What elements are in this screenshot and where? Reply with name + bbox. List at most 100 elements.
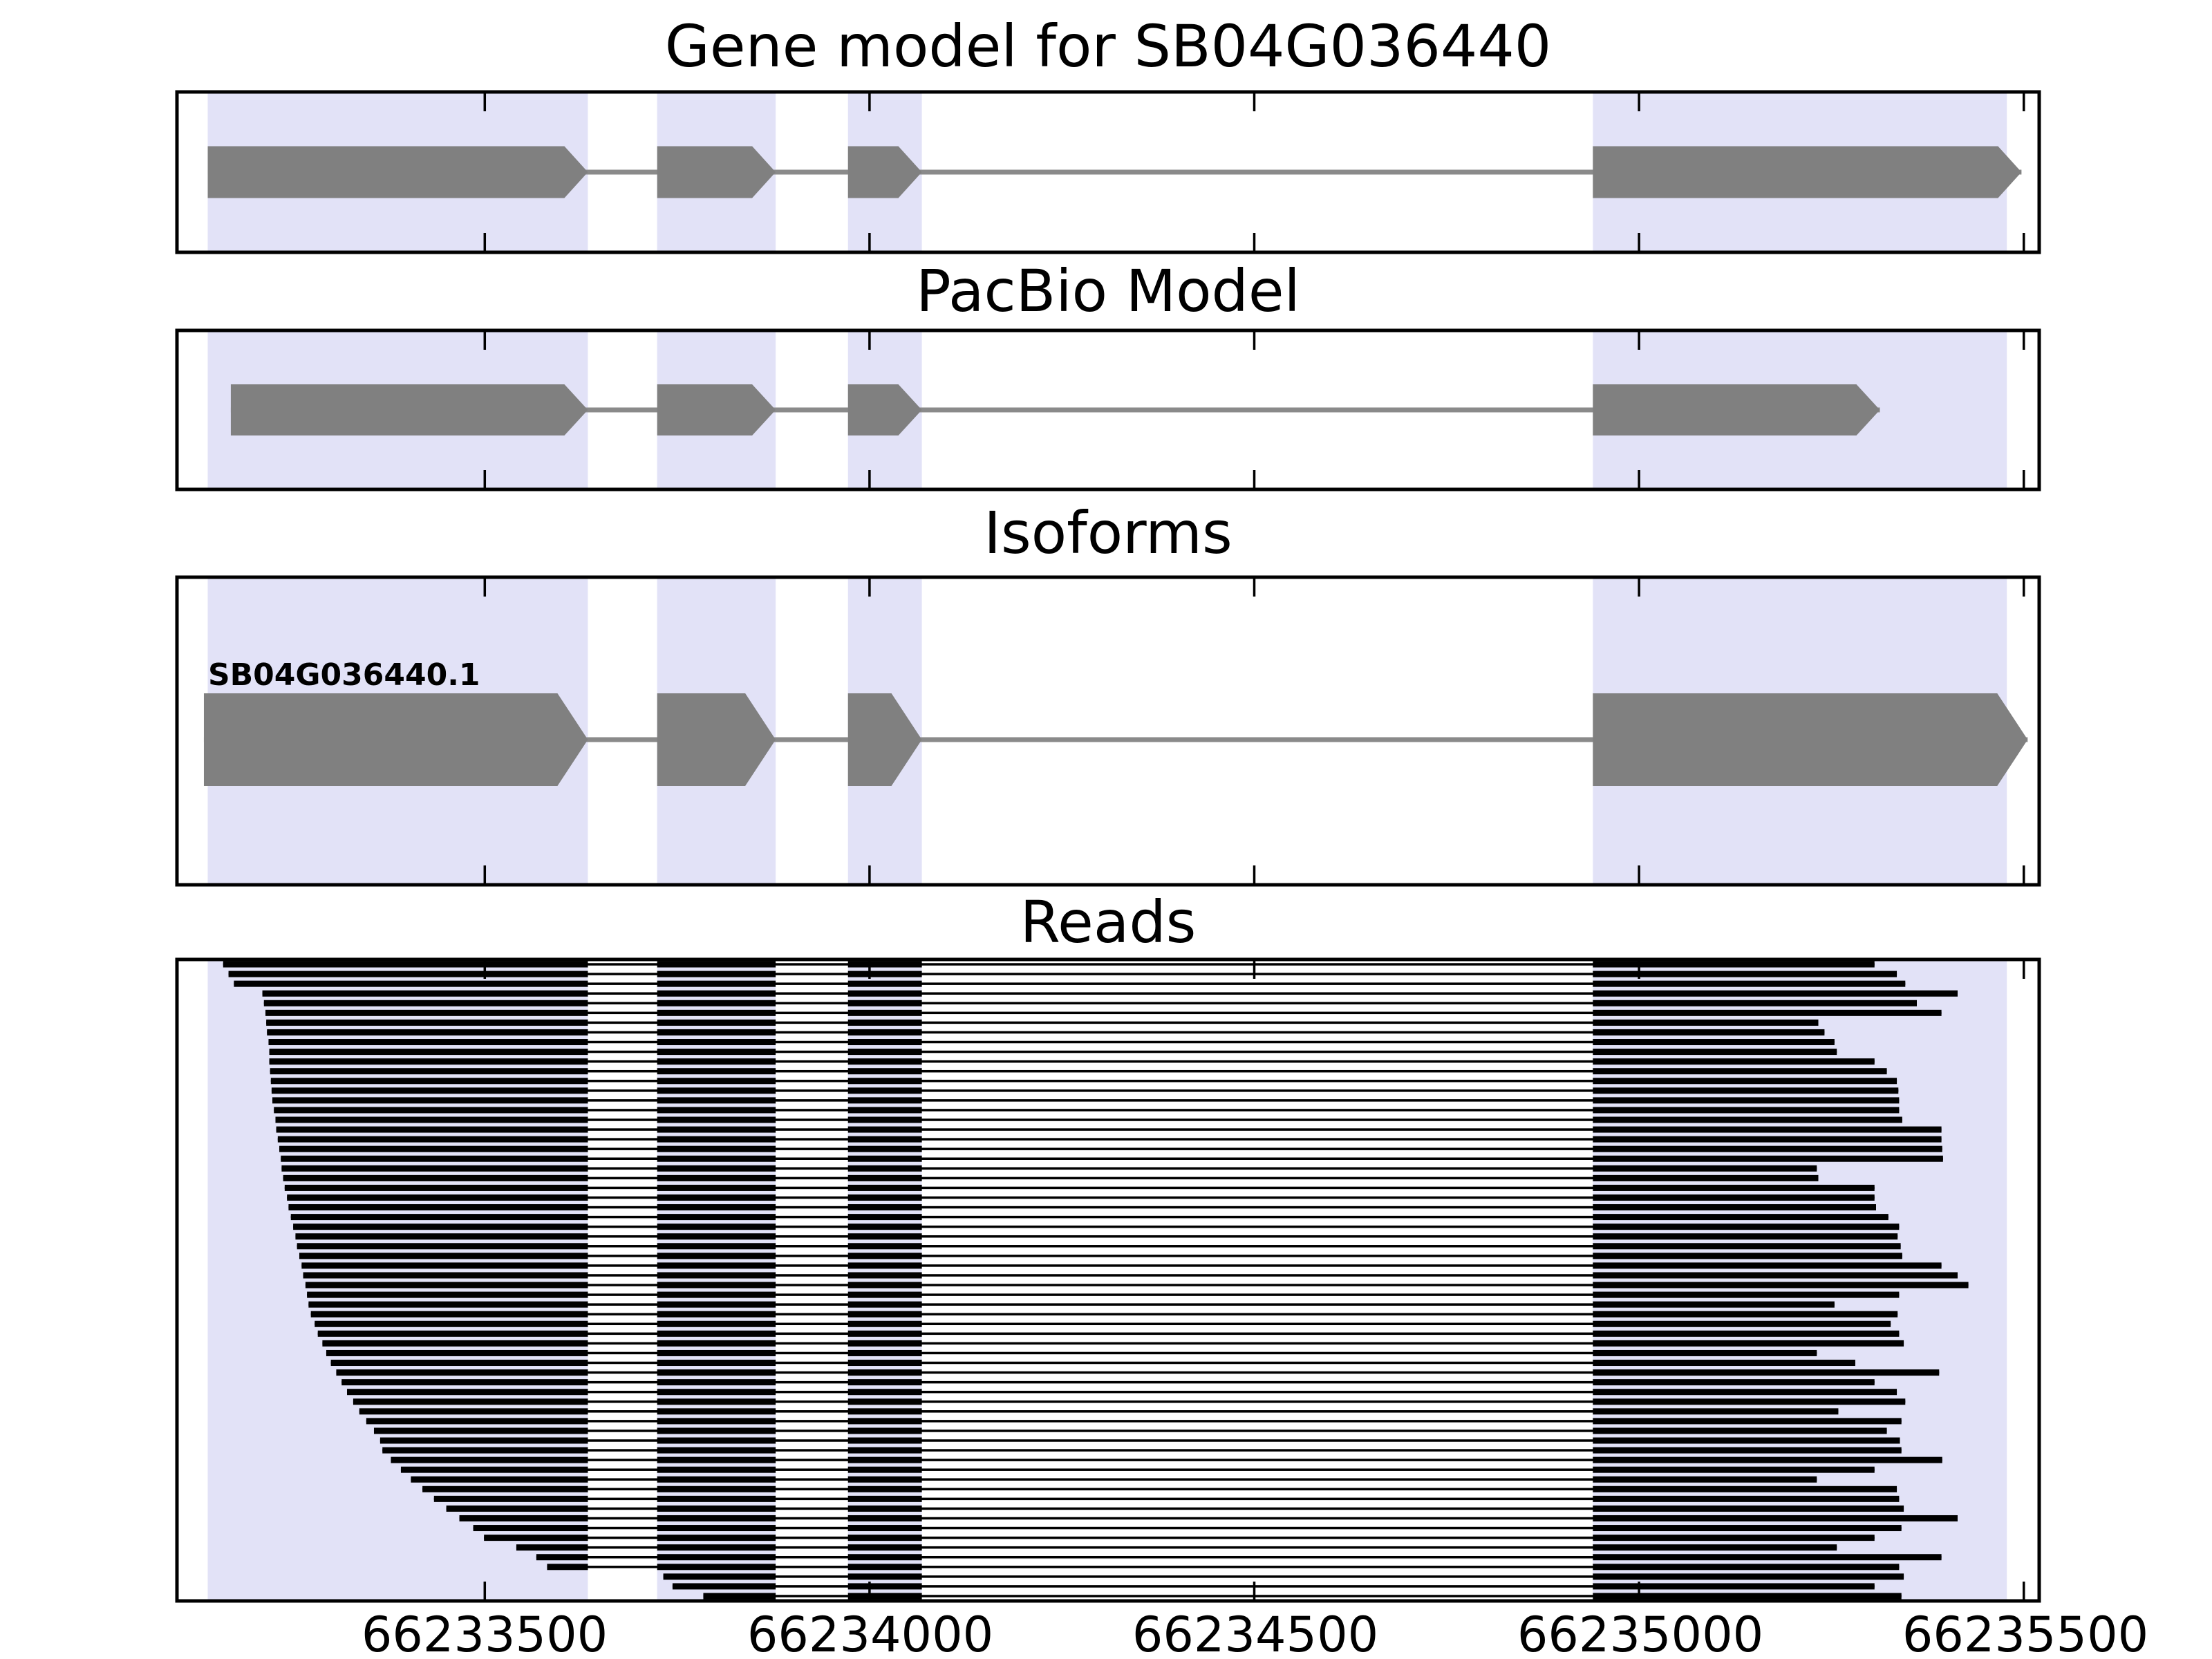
read-exon-segment [847, 1330, 922, 1337]
read-exon-segment [373, 1427, 588, 1434]
read-intron-line [301, 1264, 1942, 1267]
read-exon-segment [847, 1466, 922, 1473]
read-intron-line [473, 1526, 1902, 1530]
read-exon-segment [657, 1476, 776, 1483]
panel-title-isoforms: Isoforms [984, 499, 1232, 567]
exon [1593, 146, 2022, 198]
read-exon-segment [657, 1485, 776, 1492]
panel-gene-model [175, 90, 2041, 254]
read-exon-segment [382, 1447, 588, 1454]
read-exon-segment [657, 990, 776, 997]
read-exon-segment [657, 1009, 776, 1016]
read-exon-segment [1593, 1058, 1875, 1065]
read-exon-segment [284, 1184, 588, 1191]
read-exon-segment [308, 1301, 588, 1308]
read-intron-line [303, 1274, 1958, 1277]
read-exon-segment [1593, 1214, 1888, 1221]
read-intron-line [295, 1235, 1898, 1238]
exon [1593, 384, 1880, 435]
read-exon-segment [847, 1204, 922, 1211]
read-exon-segment [1593, 1291, 1900, 1298]
read-exon-segment [290, 1214, 588, 1221]
read-exon-segment [263, 1000, 588, 1006]
read-intron-line [347, 1390, 1897, 1394]
read-exon-segment [657, 1253, 776, 1259]
read-intron-line [268, 1040, 1835, 1044]
read-exon-segment [269, 1049, 588, 1056]
read-intron-line [391, 1459, 1942, 1461]
read-exon-segment [657, 1535, 776, 1541]
read-exon-segment [847, 1554, 922, 1561]
x-tick-mark [2022, 92, 2025, 111]
read-exon-segment [672, 1583, 776, 1590]
read-exon-segment [366, 1418, 588, 1425]
read-exon-segment [847, 1282, 922, 1288]
panel-reads [175, 957, 2041, 1603]
read-exon-segment [847, 1291, 922, 1298]
read-intron-line [336, 1371, 1940, 1374]
read-intron-line [281, 1157, 1943, 1160]
read-exon-segment [1593, 1495, 1900, 1502]
read-intron-line [270, 1080, 1897, 1082]
x-tick-label-66235500: 66235500 [1902, 1606, 2149, 1659]
x-tick-mark [2022, 1582, 2025, 1601]
read-exon-segment [657, 1184, 776, 1191]
read-intron-line [703, 1595, 1902, 1597]
read-exon-segment [847, 1320, 922, 1327]
x-tick-mark [868, 959, 871, 979]
read-exon-segment [847, 1485, 922, 1492]
x-tick-label-66234000: 66234000 [747, 1606, 994, 1659]
read-exon-segment [657, 1340, 776, 1347]
read-exon-segment [847, 1349, 922, 1356]
read-exon-segment [516, 1544, 588, 1551]
read-exon-segment [847, 961, 922, 968]
read-exon-segment [847, 1068, 922, 1075]
read-exon-segment [657, 1097, 776, 1104]
read-exon-segment [1593, 1349, 1817, 1356]
read-intron-line [422, 1488, 1897, 1491]
read-exon-segment [1593, 1593, 1902, 1600]
read-intron-line [274, 1109, 1900, 1112]
read-exon-segment [657, 1243, 776, 1250]
x-tick-mark [2022, 959, 2025, 979]
read-exon-segment [1593, 1243, 1901, 1250]
read-exon-segment [657, 1505, 776, 1512]
read-intron-line [269, 1060, 1875, 1063]
read-exon-segment [265, 1009, 588, 1016]
read-exon-segment [657, 1544, 776, 1551]
read-exon-segment [847, 1262, 922, 1269]
read-exon-segment [1593, 1301, 1835, 1308]
read-exon-segment [847, 1097, 922, 1104]
panel-border [175, 957, 2041, 1603]
read-exon-segment [1593, 1369, 1940, 1376]
read-exon-segment [847, 1214, 922, 1221]
read-exon-segment [473, 1525, 588, 1532]
read-exon-segment [267, 1029, 588, 1035]
read-exon-segment [433, 1495, 588, 1502]
x-tick-mark [1253, 470, 1256, 489]
read-exon-segment [547, 1564, 588, 1571]
read-exon-segment [657, 1437, 776, 1444]
read-exon-segment [1593, 1505, 1904, 1512]
read-exon-segment [1593, 1107, 1900, 1114]
exon [657, 146, 776, 198]
read-exon-segment [411, 1476, 588, 1483]
read-exon-segment [1593, 1485, 1897, 1492]
read-exon-segment [657, 971, 776, 977]
read-exon-segment [1593, 1253, 1902, 1259]
read-intron-line [379, 1439, 1900, 1442]
read-exon-segment [847, 1398, 922, 1405]
read-exon-segment [657, 1174, 776, 1181]
read-exon-segment [1593, 980, 1906, 987]
read-exon-segment [847, 1155, 922, 1162]
read-exon-segment [657, 980, 776, 987]
read-exon-segment [295, 1233, 588, 1240]
read-exon-segment [847, 1495, 922, 1502]
read-exon-segment [657, 1291, 776, 1298]
read-exon-segment [847, 1107, 922, 1114]
read-intron-line [536, 1555, 1942, 1559]
read-exon-segment [1593, 1418, 1902, 1425]
read-exon-segment [270, 1068, 588, 1075]
read-exon-segment [657, 1525, 776, 1532]
read-intron-line [269, 1050, 1837, 1053]
